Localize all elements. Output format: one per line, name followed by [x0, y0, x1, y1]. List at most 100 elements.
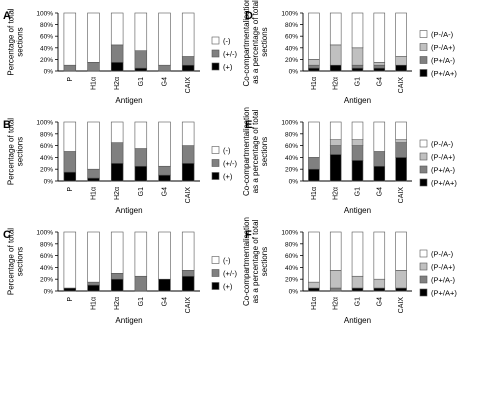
bar-segment — [373, 165, 386, 182]
bar-segment — [308, 59, 320, 66]
bar-segment — [329, 64, 342, 72]
panel-letter: E — [245, 119, 252, 131]
panel-b: B 0% 20% 40% 60% 80% 100% Percentage of total se… — [3, 118, 237, 215]
legend-swatch — [419, 288, 428, 297]
legend-label: (P+/A+) — [431, 179, 457, 188]
legend-swatch — [419, 30, 428, 38]
panel-letter: D — [245, 10, 253, 22]
legend-label: (-) — [223, 256, 231, 265]
bar-segment — [308, 12, 320, 60]
x-tick-label: CAIX — [398, 187, 405, 204]
x-tick-label: P — [67, 77, 74, 82]
bar-segment — [134, 165, 148, 182]
bar-segment — [351, 287, 364, 292]
x-tick-label: H2α — [114, 297, 121, 310]
y-tick-label: 60% — [40, 143, 53, 150]
bar-segment — [63, 121, 77, 152]
y-tick-label: 60% — [285, 143, 298, 150]
y-tick-label: 0% — [289, 289, 299, 296]
bar-segment — [63, 171, 77, 182]
x-tick-label: G4 — [162, 77, 169, 86]
y-axis-label: Co-compartmentalisation — [242, 0, 251, 86]
y-axis-label: Percentage of total — [7, 8, 16, 75]
legend-label: (-) — [223, 146, 231, 155]
y-axis-label: as a percentage of total — [251, 0, 260, 84]
y-tick-label: 80% — [285, 241, 298, 248]
y-axis-label: sections — [260, 137, 269, 166]
bar-segment — [308, 64, 320, 69]
y-tick-label: 40% — [40, 265, 53, 272]
x-tick-label: H1α — [91, 297, 98, 310]
y-axis-label: sections — [16, 137, 25, 166]
bar-segment — [373, 12, 386, 63]
bar-segment — [329, 121, 342, 141]
y-tick-label: 20% — [285, 167, 298, 174]
bar-segment — [158, 121, 171, 167]
y-tick-label: 0% — [289, 69, 299, 76]
bar-segment — [308, 157, 320, 170]
legend-label: (+) — [223, 172, 233, 181]
x-tick-label: P — [67, 297, 74, 302]
x-tick-label: CAIX — [398, 297, 405, 314]
x-tick-label: G1 — [138, 187, 145, 196]
bar-segment — [63, 287, 77, 292]
legend-label: (+/-) — [223, 159, 237, 168]
x-tick-label: H2α — [333, 187, 340, 200]
x-axis-label: Antigen — [344, 316, 371, 325]
bar-segment — [395, 64, 407, 72]
y-tick-label: 80% — [285, 22, 298, 29]
bar-segment — [395, 121, 407, 141]
panel-letter: A — [3, 10, 11, 22]
legend-label: (P-/A-) — [431, 140, 454, 149]
bar-segment — [329, 231, 342, 271]
bar-segment — [181, 231, 195, 271]
bar-segment — [181, 121, 195, 146]
x-tick-label: H1α — [311, 297, 318, 310]
panel-letter: F — [245, 229, 252, 241]
y-axis-label: sections — [16, 247, 25, 276]
legend-swatch — [211, 36, 220, 45]
bar-segment — [110, 278, 124, 292]
bar-segment — [373, 287, 386, 292]
y-tick-label: 40% — [40, 155, 53, 162]
legend-label: (+) — [223, 282, 233, 291]
bar-segment — [87, 177, 100, 182]
y-axis-label: sections — [16, 27, 25, 56]
bar-segment — [395, 142, 407, 158]
legend-label: (P-/A+) — [431, 43, 455, 52]
y-tick-label: 60% — [40, 253, 53, 260]
y-tick-label: 20% — [285, 57, 298, 64]
legend-swatch — [419, 275, 428, 284]
legend-label: (P+/A+) — [431, 69, 457, 78]
bar-segment — [158, 64, 171, 72]
y-tick-label: 80% — [40, 131, 53, 138]
y-tick-label: 40% — [285, 265, 298, 272]
legend-swatch — [419, 139, 428, 148]
y-axis-label: Percentage of total — [7, 118, 16, 185]
bar-segment — [87, 121, 100, 170]
bar-segment — [351, 275, 364, 289]
x-tick-label: H1α — [91, 77, 98, 90]
bar-segment — [134, 231, 148, 277]
bar-segment — [181, 56, 195, 66]
x-tick-label: G1 — [355, 297, 362, 306]
bar-segment — [87, 12, 100, 63]
bar-segment — [110, 44, 124, 63]
x-tick-label: G4 — [162, 297, 169, 306]
bar-segment — [134, 275, 148, 292]
x-tick-label: G1 — [355, 77, 362, 86]
panel-letter: C — [3, 229, 11, 241]
bar-segment — [110, 163, 124, 182]
bar-segment — [181, 275, 195, 292]
y-tick-label: 0% — [289, 179, 299, 186]
legend-swatch — [419, 262, 428, 271]
x-tick-label: H2α — [114, 77, 121, 90]
legend-swatch — [419, 165, 428, 174]
x-axis-label: Antigen — [344, 96, 371, 105]
bar-segment — [181, 163, 195, 182]
legend-swatch — [211, 159, 220, 167]
bar-segment — [351, 160, 364, 182]
bar-segment — [351, 47, 364, 66]
bar-segment — [308, 231, 320, 283]
